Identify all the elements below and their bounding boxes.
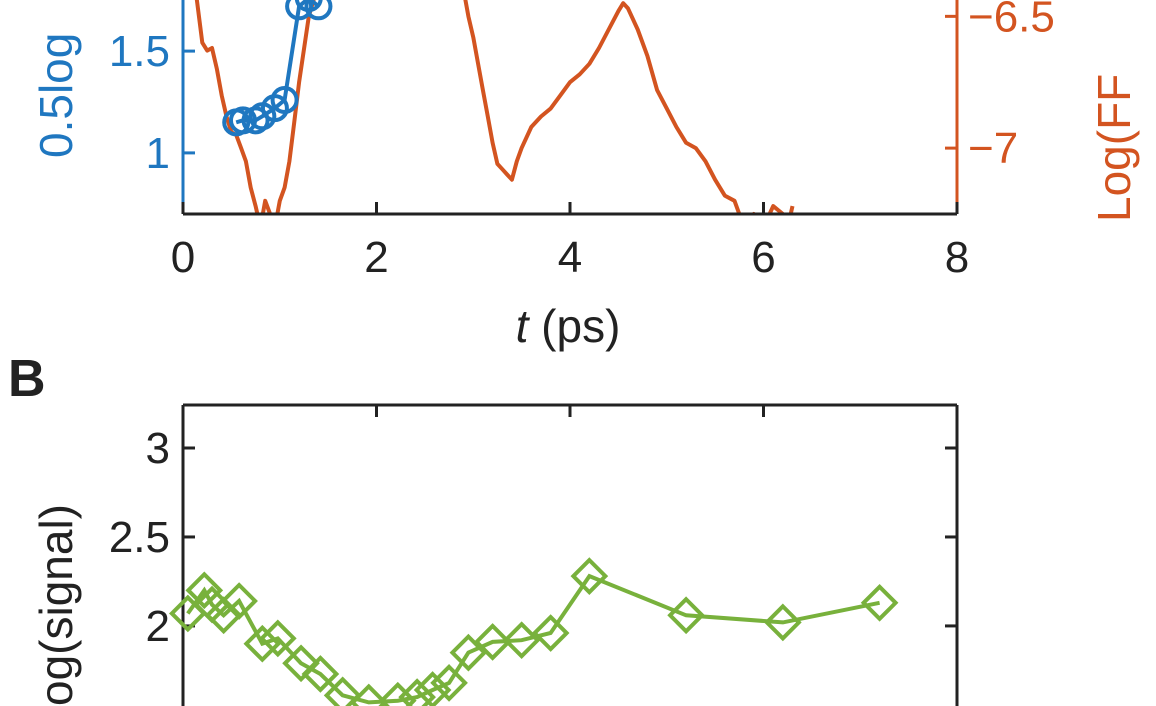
signal-b-marker-6 — [258, 619, 297, 658]
y-tick-label-b-0: 2 — [146, 602, 170, 651]
signal-b-marker-20 — [667, 596, 705, 635]
signal-b-marker-19 — [570, 557, 609, 595]
x-axis-title-var: t — [516, 300, 531, 352]
signal-marker-1 — [228, 106, 257, 135]
fft-series-line-1 — [194, 0, 316, 214]
x-axis-title-unit: (ps) — [528, 300, 620, 352]
signal-b-marker-8 — [301, 655, 340, 693]
panel-b: B 2 2.5 3 og(signal) — [8, 350, 959, 706]
y-tick-label-b-1: 2.5 — [109, 513, 170, 562]
signal-b-marker-21 — [764, 603, 802, 642]
y-left-tick-label-a-1: 1.5 — [109, 27, 170, 76]
signal-b-marker-1 — [185, 571, 224, 610]
x-tick-label-a-3: 6 — [751, 233, 775, 282]
fft-series-line-2 — [463, 0, 795, 214]
signal-b-marker-12 — [398, 678, 436, 706]
x-tick-label-a-0: 0 — [171, 233, 195, 282]
signal-marker-5 — [270, 85, 299, 114]
y-left-axis-title-a: 0.5log — [30, 33, 82, 158]
panel-b-letter: B — [8, 350, 46, 408]
signal-b-marker-11 — [378, 681, 417, 706]
y-tick-label-b-2: 3 — [146, 424, 170, 473]
plot-a-data — [194, 0, 795, 214]
x-axis-title-a: t (ps) — [516, 300, 621, 352]
signal-b-marker-9 — [323, 676, 362, 706]
signal-b-marker-14 — [430, 664, 468, 702]
signal-marker-6 — [285, 0, 314, 21]
x-tick-label-a-2: 4 — [558, 233, 582, 282]
y-axis-title-b: og(signal) — [30, 504, 82, 706]
signal-b-marker-10 — [349, 683, 388, 706]
signal-b-marker-16 — [473, 623, 512, 661]
signal-b-series-line — [186, 573, 880, 705]
x-tick-label-a-1: 2 — [364, 233, 388, 282]
panel-a: 0 2 4 6 8 1 1.5 −7 −6.5 t (ps) 0.5log Log(FF — [30, 0, 1140, 352]
signal-b-marker-4 — [220, 582, 258, 620]
signal-b-marker-7 — [282, 644, 320, 683]
signal-b-marker-18 — [531, 614, 570, 652]
y-right-tick-label-a-0: −7 — [968, 124, 1018, 173]
signal-b-marker-15 — [449, 633, 488, 672]
y-right-axis-title-a: Log(FF — [1088, 74, 1140, 222]
y-left-tick-label-a-0: 1 — [146, 129, 170, 178]
signal-b-marker-22 — [860, 583, 899, 622]
signal-b-marker-5 — [243, 624, 282, 663]
x-tick-label-a-4: 8 — [945, 233, 969, 282]
y-right-tick-label-a-1: −6.5 — [968, 0, 1055, 41]
signal-marker-8 — [304, 0, 333, 21]
signal-b-marker-17 — [502, 621, 541, 659]
